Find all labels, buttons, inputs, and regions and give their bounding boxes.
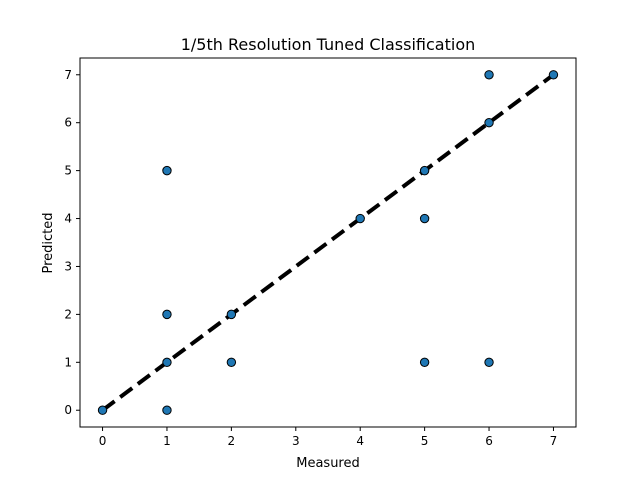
y-tick-label: 1	[64, 355, 72, 369]
y-tick-label: 0	[64, 403, 72, 417]
y-tick-label: 2	[64, 307, 72, 321]
data-point	[419, 165, 430, 176]
reference-line-layer	[101, 73, 555, 412]
x-tick-label: 7	[550, 434, 558, 448]
data-point	[226, 309, 237, 320]
data-point	[162, 309, 172, 320]
x-tick-label: 0	[99, 434, 107, 448]
y-tick-label: 5	[64, 164, 72, 178]
chart-title: 1/5th Resolution Tuned Classification	[181, 35, 476, 54]
data-point	[162, 357, 172, 368]
data-point	[419, 357, 430, 368]
data-points	[97, 70, 559, 415]
reference-line	[101, 73, 555, 412]
x-tick-label: 5	[421, 434, 429, 448]
x-tick-label: 6	[485, 434, 493, 448]
data-point	[548, 70, 559, 80]
data-point	[226, 357, 237, 368]
x-axis-label: Measured	[296, 456, 360, 471]
data-point	[419, 213, 430, 224]
data-point	[484, 357, 494, 368]
data-point	[162, 165, 172, 176]
data-point	[484, 117, 494, 128]
y-tick-label: 6	[64, 116, 72, 130]
data-point	[484, 70, 494, 80]
y-tick-label: 7	[64, 68, 72, 82]
y-axis-label: Predicted	[41, 212, 56, 273]
x-tick-label: 2	[228, 434, 236, 448]
data-point	[355, 213, 365, 224]
data-point	[97, 405, 108, 415]
x-tick-label: 4	[356, 434, 364, 448]
axis-ticks: 0 1 2 3 4 5 6 7 0 1 2 3 4 5 6 7	[64, 68, 557, 448]
y-tick-label: 3	[64, 259, 72, 273]
plot-frame	[79, 57, 577, 428]
x-tick-label: 3	[292, 434, 300, 448]
y-tick-label: 4	[64, 212, 72, 226]
data-point	[162, 405, 172, 415]
x-tick-label: 1	[163, 434, 171, 448]
